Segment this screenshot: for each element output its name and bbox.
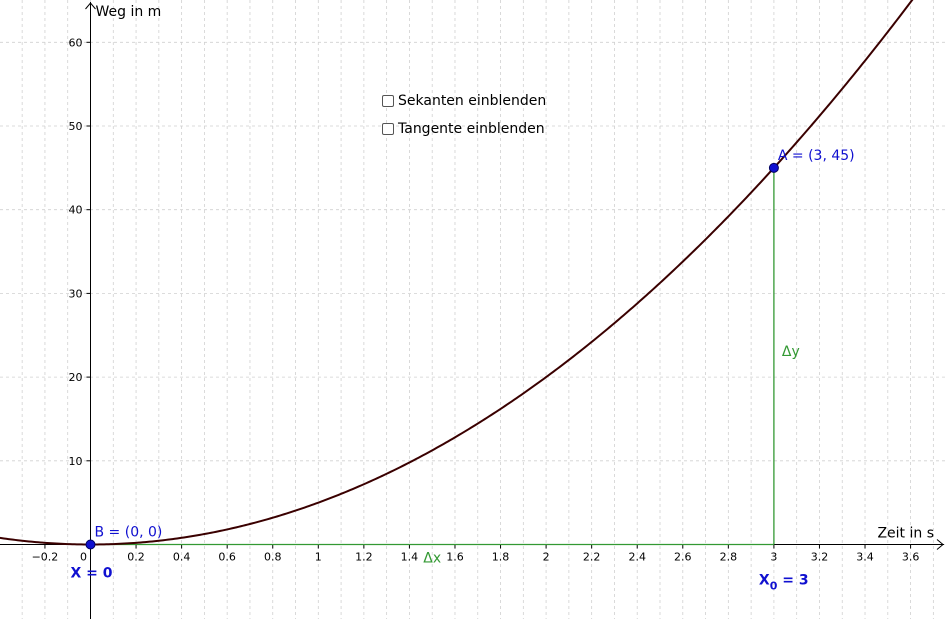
y-tick-label: 60 — [69, 36, 83, 49]
y-tick-label: 10 — [69, 455, 83, 468]
delta-lines — [90, 167, 775, 546]
curve-layer — [0, 0, 914, 546]
x-tick-label: 1.2 — [355, 551, 373, 564]
x-tick-label: 0.4 — [173, 551, 191, 564]
sekanten-checkbox[interactable]: Sekanten einblenden — [382, 93, 546, 109]
sekanten-checkbox-box[interactable] — [382, 95, 394, 107]
point-B — [85, 539, 96, 550]
x-tick-label: 0.8 — [264, 551, 282, 564]
x-tick-label: −0.2 — [32, 551, 59, 564]
delta-y-label: Δy — [782, 344, 800, 360]
points-layer — [85, 162, 779, 550]
point-B-label: B = (0, 0) — [95, 525, 163, 541]
labels-layer: Δx Δy A = (3, 45) B = (0, 0) X = 0 X0 = 3 — [71, 148, 855, 593]
y-tick-label: 40 — [69, 204, 83, 217]
x-tick-label: 1.8 — [492, 551, 510, 564]
x-axis-label: Zeit in s — [877, 526, 934, 542]
x-tick-label: 3.4 — [856, 551, 874, 564]
x-tick-label: 0.6 — [218, 551, 236, 564]
x-tick-label: 2.6 — [674, 551, 692, 564]
x-tick-label: 0.2 — [127, 551, 145, 564]
x-zero-label: X = 0 — [71, 566, 113, 582]
y-tick-label: 50 — [69, 120, 83, 133]
x-tick-label: 2.8 — [720, 551, 738, 564]
curve-5x2 — [0, 0, 914, 546]
x-axis-arrow — [936, 539, 944, 550]
x-tick-label: 3.6 — [902, 551, 920, 564]
x0-label: X0 = 3 — [759, 573, 809, 593]
tangente-checkbox-label: Tangente einblenden — [398, 121, 545, 137]
x-tick-label: 2.2 — [583, 551, 601, 564]
y-tick-label: 20 — [69, 371, 83, 384]
point-A-label: A = (3, 45) — [778, 148, 855, 164]
tick-labels: −0.2 0 0.2 0.4 0.6 0.8 1 1.2 1.4 1.6 1.8 2 2.2 2.4 2.6… — [32, 36, 920, 563]
point-A — [768, 162, 779, 173]
y-tick-label: 30 — [69, 287, 83, 300]
x-tick-label: 3.2 — [811, 551, 829, 564]
delta-x-label: Δx — [423, 551, 441, 567]
y-axis-arrow — [85, 2, 96, 10]
x-tick-label: 2 — [543, 551, 550, 564]
x-tick-label: 1.4 — [401, 551, 419, 564]
y-axis-label: Weg in m — [96, 4, 162, 20]
x-tick-label: 1.6 — [446, 551, 464, 564]
x-tick-label: 3 — [770, 551, 777, 564]
tangente-checkbox[interactable]: Tangente einblenden — [382, 121, 545, 137]
x-tick-label: 0 — [80, 551, 87, 564]
x-tick-label: 1 — [315, 551, 322, 564]
tangente-checkbox-box[interactable] — [382, 123, 394, 135]
sekanten-checkbox-label: Sekanten einblenden — [398, 93, 547, 109]
x-tick-label: 2.4 — [628, 551, 646, 564]
